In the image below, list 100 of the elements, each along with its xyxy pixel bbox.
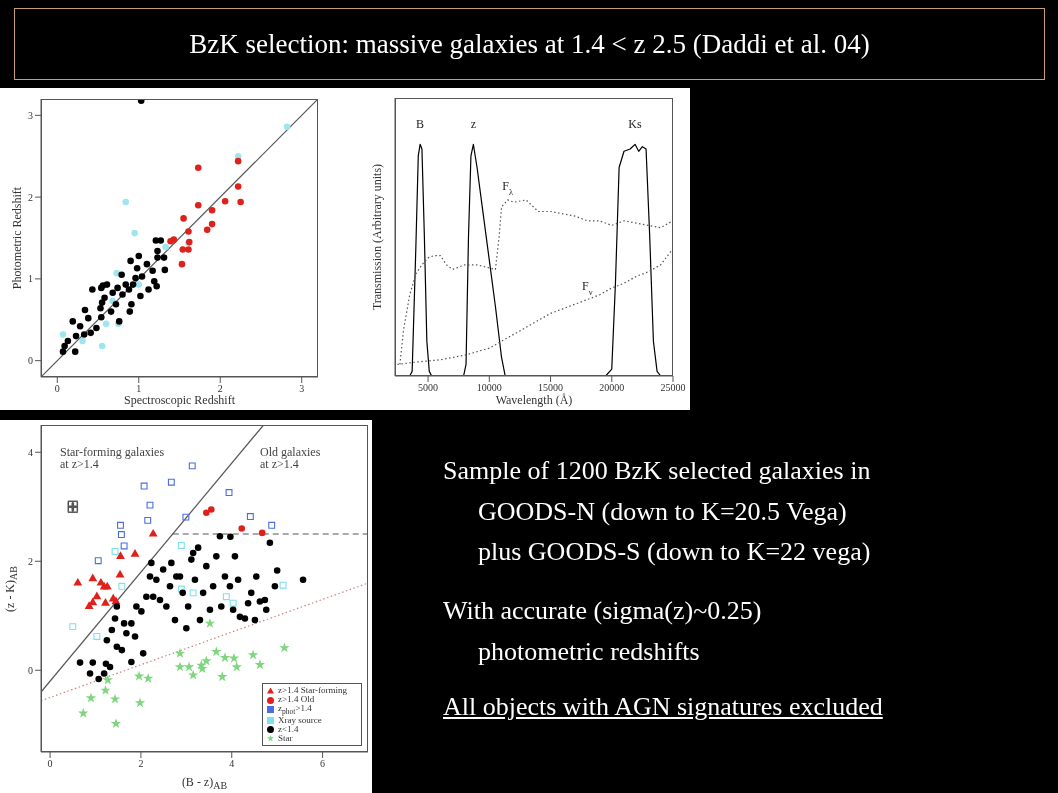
y-tick-label: 2: [28, 191, 33, 203]
point: [100, 684, 111, 695]
point: [137, 292, 144, 300]
point: [194, 202, 202, 209]
text: Sample of 1200 BzK selected galaxies in: [443, 456, 871, 486]
point: [161, 266, 169, 274]
annotation: Old galaxies at z>1.4: [260, 445, 321, 471]
point: [185, 246, 192, 253]
point: [125, 286, 133, 293]
point: [114, 284, 121, 292]
y-tick-label: 1: [28, 273, 33, 285]
x-tick-label: 5000: [418, 382, 439, 394]
point: [246, 513, 254, 521]
point: [219, 652, 231, 663]
point: [229, 599, 237, 607]
point: [234, 157, 242, 165]
point: [88, 573, 98, 582]
point: [238, 525, 246, 532]
point: [126, 308, 134, 315]
point: [153, 282, 160, 290]
legend-label: z>1.4 Star-forming: [278, 685, 347, 696]
point: [174, 661, 186, 672]
point: [116, 551, 125, 559]
point: [146, 501, 154, 509]
point: [61, 342, 68, 350]
point: [112, 300, 120, 308]
y-axis-title: Transmission (Arbitrary units): [369, 163, 385, 311]
point: [144, 516, 152, 524]
text: GOODS-N (down to K=20.5 Vega): [478, 497, 847, 527]
point: [237, 198, 244, 206]
point: [102, 674, 113, 685]
point: [201, 655, 212, 666]
point: [194, 164, 202, 171]
point: [79, 337, 86, 345]
point: [203, 509, 210, 517]
point: [152, 237, 160, 244]
x-tick-label: 1: [136, 383, 142, 395]
point: [149, 267, 156, 274]
point: [131, 229, 138, 237]
legend-label: Star: [278, 733, 293, 743]
point: [177, 585, 185, 593]
point: [145, 286, 152, 293]
point: [204, 617, 216, 628]
x-tick-label: 25000: [660, 382, 686, 394]
x-tick-label: 20000: [599, 382, 625, 394]
point: [97, 305, 104, 312]
y-axis-title: Photometric Redshift: [9, 186, 25, 290]
series-label: F$_{λ}$: [502, 178, 514, 197]
point: [93, 633, 101, 640]
point: [122, 281, 130, 288]
point: [98, 342, 106, 350]
point: [118, 271, 125, 279]
point: [101, 598, 110, 606]
x-tick-label: 0: [54, 383, 60, 395]
series-label: F$_{ν}$: [582, 278, 593, 297]
point: [103, 281, 111, 288]
point: [188, 462, 196, 470]
point: [247, 649, 259, 660]
point: [130, 549, 140, 557]
point: [160, 254, 168, 261]
point: [208, 220, 216, 228]
point: [132, 274, 139, 282]
point: [84, 601, 94, 610]
legend-label: z$_{phot}$>1.4: [278, 703, 312, 716]
point: [182, 513, 190, 521]
y-tick-label: 4: [28, 446, 33, 458]
point: [81, 306, 89, 314]
point: [134, 697, 146, 708]
point: [84, 314, 92, 322]
point: [143, 260, 151, 268]
y-tick-label: 0: [28, 664, 33, 676]
x-axis-title: Spectroscopic Redshift: [123, 393, 236, 408]
point: [225, 489, 233, 497]
point: [180, 215, 187, 222]
point: [254, 659, 266, 670]
point: [89, 286, 96, 293]
point: [73, 577, 83, 586]
point: [120, 542, 128, 550]
point: [268, 521, 276, 529]
point: [102, 320, 110, 328]
point: [179, 246, 187, 253]
x-axis-title: Wavelength (Å): [494, 393, 574, 408]
point: [279, 642, 290, 653]
point: [76, 323, 84, 330]
point: [135, 281, 143, 288]
point: [189, 589, 197, 597]
point: [279, 581, 287, 589]
point: [92, 591, 102, 600]
series-label: Ks: [628, 117, 643, 132]
point: [197, 663, 208, 674]
point: [127, 257, 134, 265]
point: [71, 348, 79, 355]
point: [117, 531, 125, 539]
point: [142, 672, 154, 683]
series-label: B: [416, 117, 425, 132]
point: [183, 661, 195, 672]
point: [222, 593, 230, 601]
point: [234, 183, 242, 190]
y-tick-label: 2: [28, 555, 33, 567]
point: [109, 289, 116, 297]
